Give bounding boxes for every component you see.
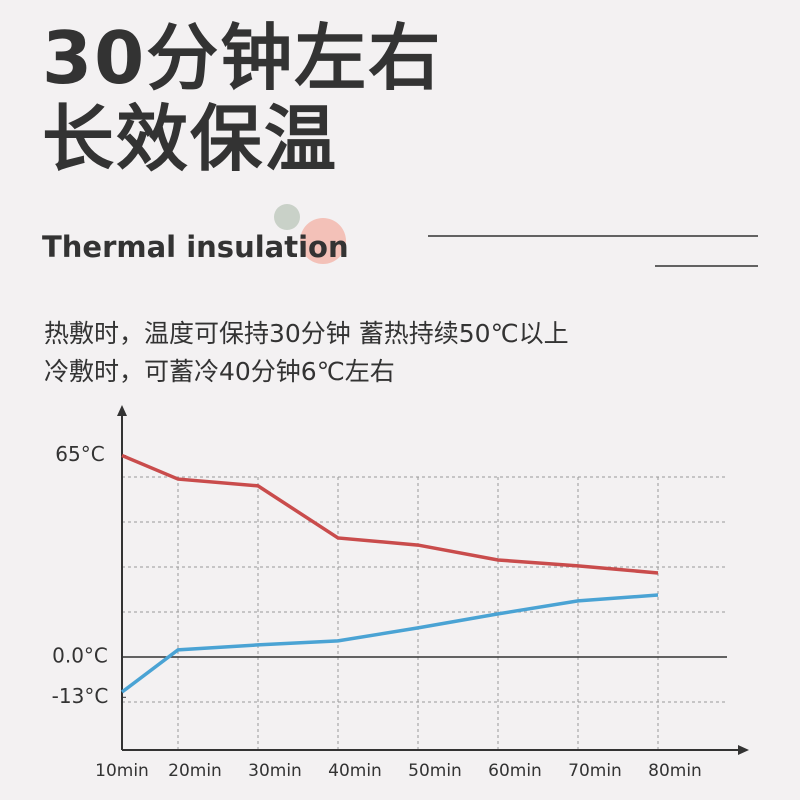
title-line: 30分钟左右 <box>42 16 443 100</box>
description: 冷敷时，可蓄冷40分钟6℃左右 <box>44 357 395 386</box>
x-tick-label: 50min <box>408 761 462 781</box>
x-tick-label: 40min <box>328 761 382 781</box>
x-tick-label: 30min <box>248 761 302 781</box>
decor-circle <box>274 204 300 230</box>
x-tick-label: 20min <box>168 761 222 781</box>
x-tick-label: 80min <box>648 761 702 781</box>
description: 热敷时，温度可保持30分钟 蓄热持续50℃以上 <box>44 319 569 348</box>
x-tick-label: 60min <box>488 761 542 781</box>
x-tick-label: 70min <box>568 761 622 781</box>
y-tick-label: -13°C <box>52 684 109 708</box>
y-tick-label: 0.0°C <box>52 644 108 668</box>
series-line <box>120 593 659 694</box>
x-tick-label: 10min <box>95 761 149 781</box>
x-axis-arrow <box>738 745 749 755</box>
series-line <box>121 453 659 575</box>
title-line: 长效保温 <box>42 97 339 181</box>
y-tick-label: 65°C <box>55 442 104 466</box>
subtitle: Thermal insulation <box>42 230 349 264</box>
y-axis-arrow <box>117 405 127 416</box>
decor-circle <box>300 218 346 264</box>
